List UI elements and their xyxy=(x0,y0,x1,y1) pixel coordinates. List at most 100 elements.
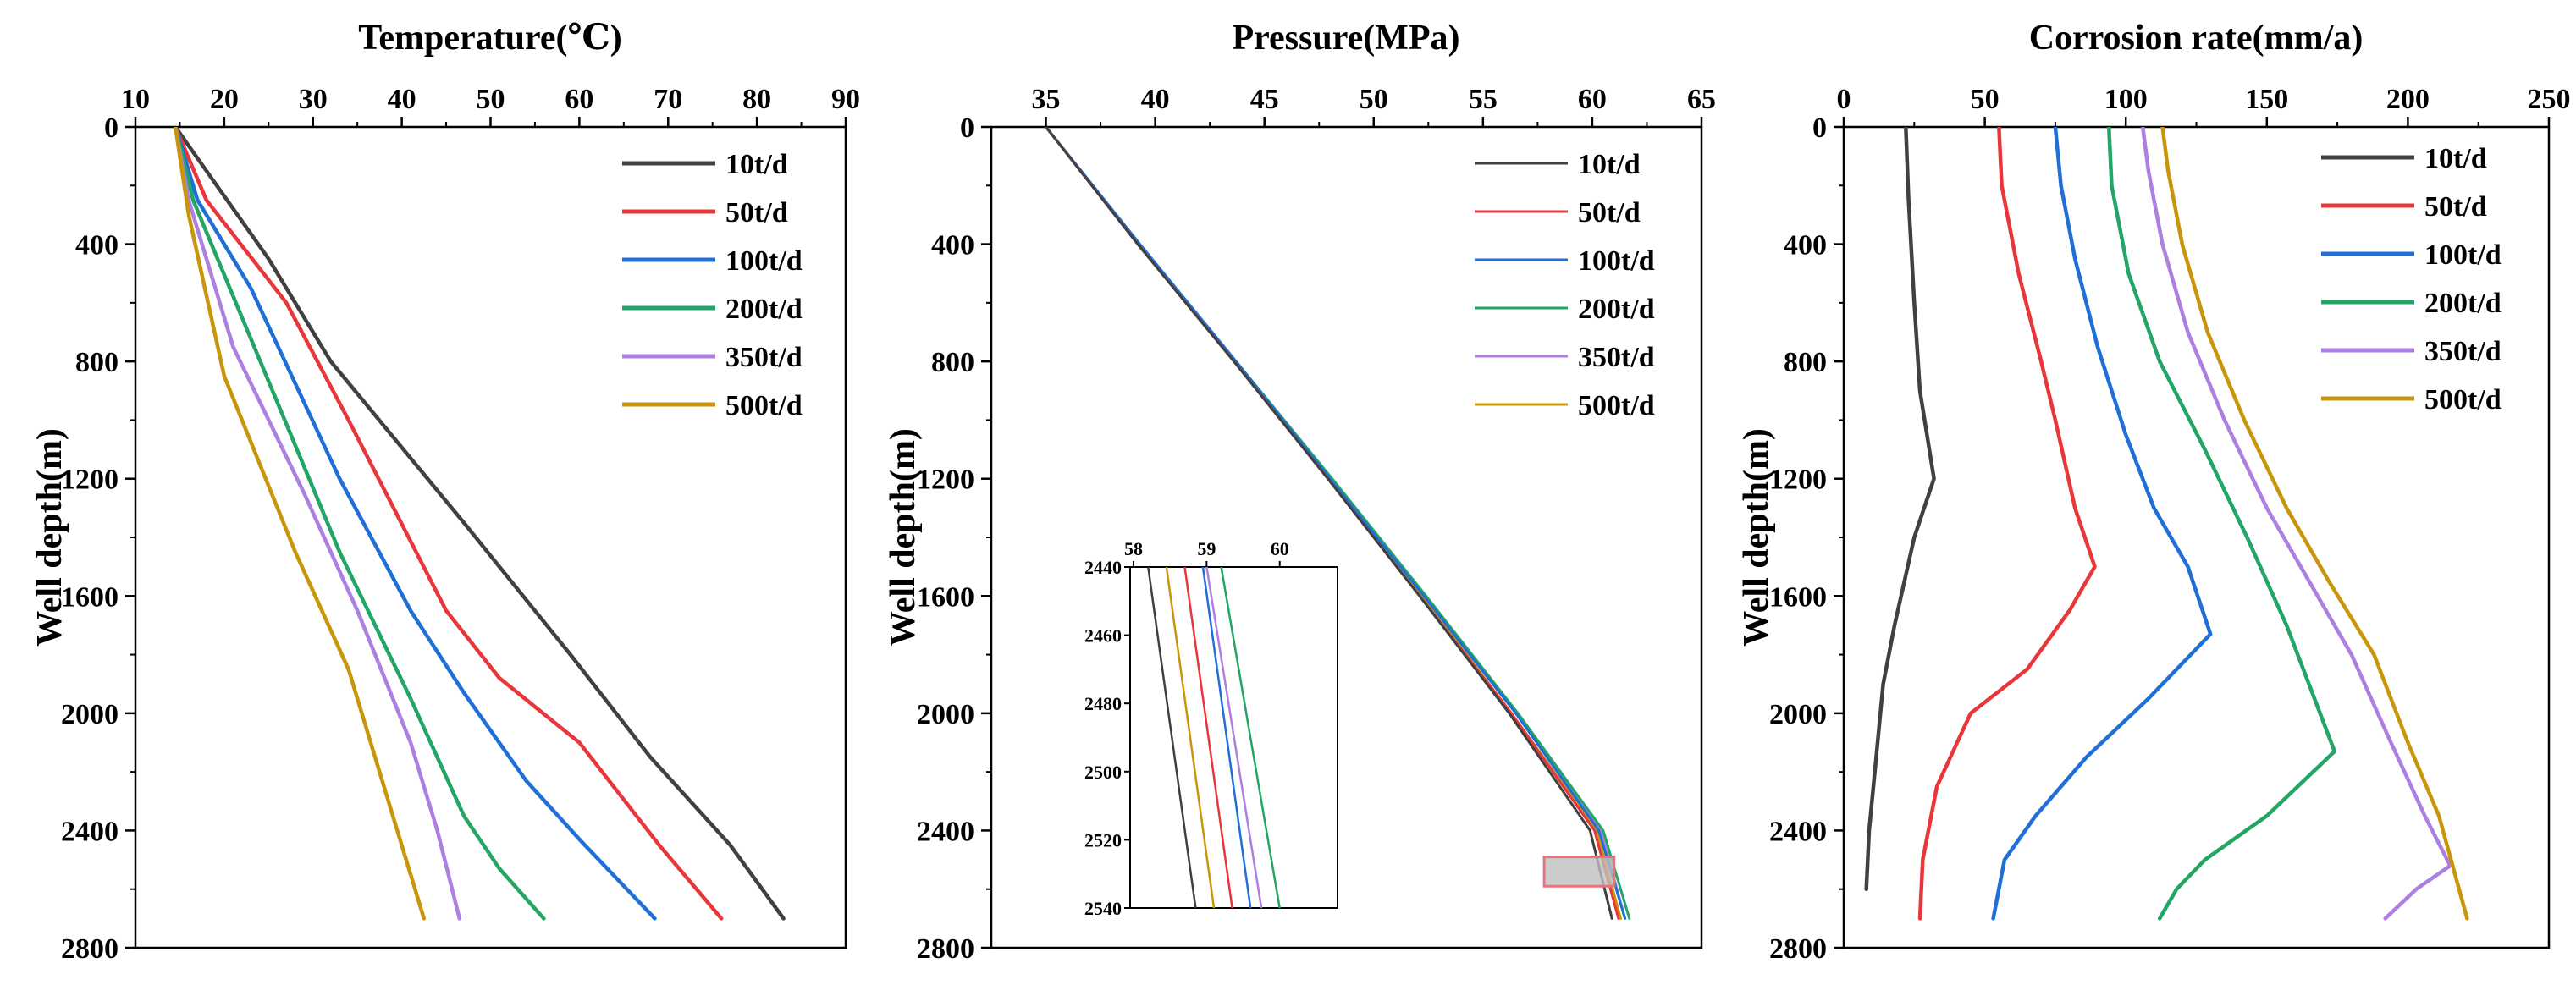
temperature-series-200t-d xyxy=(173,127,546,921)
temperature-series-100t-d xyxy=(173,127,657,921)
corrosion-ytick-label: 400 xyxy=(1784,230,1827,261)
pressure-xtick-label: 45 xyxy=(1250,84,1279,115)
corrosion-series-200t-d xyxy=(2106,127,2337,921)
temperature-ytick-label: 2800 xyxy=(61,933,119,965)
pressure-y-axis-title: Well depth(m) xyxy=(884,428,923,647)
corrosion-ytick-label: 800 xyxy=(1784,347,1827,378)
temperature-xtick-label: 90 xyxy=(831,84,860,115)
inset-series-10t-d xyxy=(1147,566,1197,909)
inset-series-50t-d xyxy=(1183,566,1233,909)
pressure-xtick-label: 50 xyxy=(1360,84,1388,115)
corrosion-series-10t-d xyxy=(1864,127,1936,891)
temperature-ytick-label: 800 xyxy=(75,347,119,378)
temperature-xtick-label: 60 xyxy=(565,84,593,115)
inset-series-200t-d xyxy=(1220,566,1281,909)
temperature-series-500t-d xyxy=(173,127,427,921)
legend-label-500t-d: 500t/d xyxy=(725,390,803,421)
corrosion-series-50t-d xyxy=(1917,127,2097,921)
legend-label-500t-d: 500t/d xyxy=(1578,390,1655,421)
legend-label-50t-d: 50t/d xyxy=(2424,191,2487,223)
pressure-ytick-label: 1600 xyxy=(917,581,974,613)
corrosion-ytick-label: 2800 xyxy=(1769,933,1827,965)
corrosion-xtick-label: 100 xyxy=(2104,84,2148,115)
pressure-ytick-label: 2400 xyxy=(917,816,974,847)
temperature-xtick-label: 80 xyxy=(742,84,771,115)
corrosion-y-axis-title: Well depth(m) xyxy=(1737,428,1776,647)
temperature-ytick-label: 0 xyxy=(104,113,119,144)
pressure-ytick-label: 0 xyxy=(960,113,974,144)
legend-label-10t-d: 10t/d xyxy=(1578,149,1641,180)
pressure-ytick-label: 2800 xyxy=(917,933,974,965)
legend-label-10t-d: 10t/d xyxy=(2424,143,2487,174)
corrosion-ytick-label: 1600 xyxy=(1769,581,1827,613)
legend-label-50t-d: 50t/d xyxy=(725,197,788,228)
inset-xtick-label: 59 xyxy=(1197,538,1216,559)
corrosion-ytick-label: 0 xyxy=(1812,113,1827,144)
zoom-inset: 58 59 60 2440 2460 2480 2500 2520 2540 xyxy=(1084,538,1338,919)
pressure-ytick-label: 1200 xyxy=(917,465,974,496)
temperature-series-10t-d xyxy=(173,127,786,921)
legend-label-50t-d: 50t/d xyxy=(1578,197,1641,228)
legend-label-100t-d: 100t/d xyxy=(1578,245,1655,277)
inset-ytick-label: 2460 xyxy=(1084,625,1122,647)
temperature-xtick-label: 10 xyxy=(121,84,150,115)
pressure-series-100t-d xyxy=(1045,127,1627,920)
temperature-y-axis-title: Well depth(m) xyxy=(30,428,69,647)
pressure-xtick-label: 60 xyxy=(1578,84,1607,115)
corrosion-ytick-label: 1200 xyxy=(1769,465,1827,496)
legend-label-200t-d: 200t/d xyxy=(2424,288,2502,319)
pressure-xtick-label: 55 xyxy=(1469,84,1498,115)
corrosion-ytick-label: 2400 xyxy=(1769,816,1827,847)
legend-label-350t-d: 350t/d xyxy=(2424,336,2502,367)
corrosion-xtick-label: 50 xyxy=(1971,84,2000,115)
inset-xtick-label: 60 xyxy=(1271,538,1289,559)
corrosion-xtick-label: 0 xyxy=(1837,84,1851,115)
temperature-xtick-label: 70 xyxy=(654,84,682,115)
temperature-series-350t-d xyxy=(173,127,462,921)
legend-label-500t-d: 500t/d xyxy=(2424,384,2502,415)
temperature-axis-title: Temperature(℃) xyxy=(358,19,622,58)
pressure-xtick-label: 65 xyxy=(1687,84,1716,115)
temperature-panel: Temperature(℃) Well depth(m) 10 20 30 40 50 6… xyxy=(30,19,860,965)
legend-label-100t-d: 100t/d xyxy=(725,245,803,277)
temperature-xtick-label: 20 xyxy=(210,84,239,115)
inset-ytick-label: 2500 xyxy=(1084,762,1122,783)
temperature-ytick-label: 2400 xyxy=(61,816,119,847)
inset-ytick-label: 2540 xyxy=(1084,898,1122,919)
corrosion-series-500t-d xyxy=(2160,127,2469,921)
temperature-series-50t-d xyxy=(173,127,724,921)
temperature-ytick-label: 2000 xyxy=(61,699,119,730)
legend-label-200t-d: 200t/d xyxy=(1578,294,1655,325)
temperature-xtick-label: 50 xyxy=(477,84,505,115)
pressure-ytick-label: 800 xyxy=(931,347,974,378)
legend-label-350t-d: 350t/d xyxy=(725,342,803,373)
inset-xtick-label: 58 xyxy=(1124,538,1143,559)
temperature-ytick-label: 400 xyxy=(75,230,119,261)
legend-label-10t-d: 10t/d xyxy=(725,149,788,180)
pressure-xtick-label: 40 xyxy=(1141,84,1170,115)
pressure-ytick-label: 2000 xyxy=(917,699,974,730)
corrosion-xtick-label: 150 xyxy=(2245,84,2288,115)
inset-series-350t-d xyxy=(1205,566,1263,909)
pressure-xtick-label: 35 xyxy=(1032,84,1061,115)
pressure-series-10t-d xyxy=(1045,127,1613,920)
corrosion-axis-title: Corrosion rate(mm/a) xyxy=(2029,19,2364,58)
corrosion-xtick-label: 250 xyxy=(2528,84,2571,115)
inset-ytick-label: 2520 xyxy=(1084,829,1122,850)
pressure-panel: Pressure(MPa) Well depth(m) 35 40 45 50 55 60… xyxy=(884,19,1716,965)
corrosion-series-100t-d xyxy=(1991,127,2213,921)
corrosion-series-350t-d xyxy=(2140,127,2452,921)
legend-label-350t-d: 350t/d xyxy=(1578,342,1655,373)
zoom-highlight-box xyxy=(1542,856,1616,888)
pressure-ytick-label: 400 xyxy=(931,230,974,261)
legend-label-100t-d: 100t/d xyxy=(2424,239,2502,271)
temperature-ytick-label: 1200 xyxy=(61,465,119,496)
corrosion-panel: Corrosion rate(mm/a) Well depth(m) 0 50 10… xyxy=(1737,19,2571,965)
legend-label-200t-d: 200t/d xyxy=(725,294,803,325)
inset-series-500t-d xyxy=(1165,566,1216,909)
inset-series-100t-d xyxy=(1201,566,1252,909)
temperature-xtick-label: 40 xyxy=(388,84,416,115)
pressure-axis-title: Pressure(MPa) xyxy=(1232,19,1459,58)
inset-ytick-label: 2440 xyxy=(1084,557,1122,578)
